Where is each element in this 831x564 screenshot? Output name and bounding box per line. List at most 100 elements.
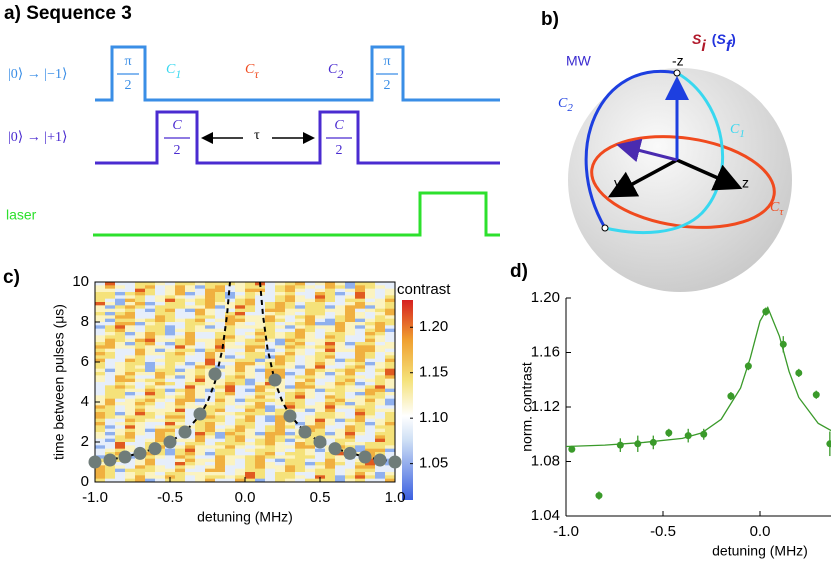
heatmap-cell xyxy=(135,425,146,429)
heatmap-cell xyxy=(185,375,196,379)
heatmap-cell xyxy=(215,298,226,303)
heatmap-cell xyxy=(225,422,236,426)
heatmap-cell xyxy=(175,452,186,456)
heatmap-cell xyxy=(295,415,306,419)
heatmap-cell xyxy=(165,468,176,473)
heatmap-cell xyxy=(275,462,286,466)
heatmap-cell xyxy=(135,322,146,326)
heatmap-cell xyxy=(345,435,356,439)
heatmap-cell xyxy=(335,372,346,376)
heatmap-cell xyxy=(325,398,336,403)
heatmap-cell xyxy=(175,395,186,399)
heatmap-cell xyxy=(275,478,286,483)
heatmap-cell xyxy=(115,388,126,393)
heatmap-cell xyxy=(355,478,366,483)
heatmap-cell xyxy=(355,292,366,296)
heatmap-cell xyxy=(285,305,296,309)
heatmap-cell xyxy=(255,332,266,336)
heatmap-cell xyxy=(145,348,156,353)
heatmap-cell xyxy=(285,475,296,479)
heatmap-cell xyxy=(115,358,126,363)
heatmap-cell xyxy=(195,372,206,376)
heatmap-cell xyxy=(205,412,216,416)
heatmap-cell xyxy=(235,438,246,443)
heatmap-cell xyxy=(145,428,156,433)
heatmap-cell xyxy=(235,445,246,449)
data-point xyxy=(665,429,673,437)
heatmap-cell xyxy=(155,438,166,443)
heatmap-cell xyxy=(235,408,246,413)
heatmap-cell xyxy=(295,318,306,323)
heatmap-cell xyxy=(205,335,216,339)
heatmap-cell xyxy=(265,465,276,469)
heatmap-cell xyxy=(325,422,336,426)
heatmap-cell xyxy=(385,432,396,436)
heatmap-cell xyxy=(365,355,376,359)
heatmap-cell xyxy=(335,365,346,369)
heatmap-cell xyxy=(275,458,286,463)
heatmap-cell xyxy=(195,388,206,393)
heatmap-cell xyxy=(385,468,396,473)
heatmap-cell xyxy=(295,435,306,439)
heatmap-cell xyxy=(135,345,146,349)
heatmap-cell xyxy=(135,405,146,409)
heatmap-cell xyxy=(245,382,256,386)
heatmap-cell xyxy=(265,372,276,376)
heatmap-cell xyxy=(275,455,286,459)
heatmap-cell xyxy=(285,355,296,359)
heatmap-cell xyxy=(165,365,176,369)
heatmap-cell xyxy=(295,388,306,393)
heatmap-cell xyxy=(285,388,296,393)
heatmap-cell xyxy=(315,425,326,429)
heatmap-cell xyxy=(305,345,316,349)
heatmap-cell xyxy=(145,382,156,386)
heatmap-cell xyxy=(125,402,136,406)
heatmap-cell xyxy=(375,372,386,376)
heatmap-cell xyxy=(365,368,376,373)
heatmap-cell xyxy=(245,455,256,459)
x-axis-label: detuning (MHz) xyxy=(197,509,293,525)
heatmap-cell xyxy=(385,378,396,383)
row-label: laser xyxy=(6,207,37,223)
heatmap-cell xyxy=(105,422,116,426)
heatmap-cell xyxy=(215,435,226,439)
heatmap-cell xyxy=(245,445,256,449)
heatmap-cell xyxy=(95,468,106,473)
heatmap-cell xyxy=(115,408,126,413)
heatmap-cell xyxy=(155,282,166,286)
heatmap-cell xyxy=(255,448,266,453)
heatmap-cell xyxy=(265,452,276,456)
heatmap-cell xyxy=(205,392,216,396)
heatmap-cell xyxy=(185,345,196,349)
heatmap-cell xyxy=(325,318,336,323)
heatmap-cell xyxy=(115,305,126,309)
heatmap-cell xyxy=(185,358,196,363)
heatmap-cell xyxy=(345,285,356,289)
heatmap-cell xyxy=(215,472,226,476)
heatmap-cell xyxy=(305,312,316,316)
heatmap-cell xyxy=(115,402,126,406)
heatmap-cell xyxy=(385,478,396,483)
heatmap-cell xyxy=(205,322,216,326)
heatmap-cell xyxy=(105,358,116,363)
heatmap-cell xyxy=(355,285,366,289)
pulse-line xyxy=(95,45,500,102)
heatmap-cell xyxy=(275,338,286,343)
heatmap-cell xyxy=(225,455,236,459)
heatmap-cell xyxy=(235,462,246,466)
heatmap-cell xyxy=(135,388,146,393)
heatmap-cell xyxy=(385,285,396,289)
heatmap-cell xyxy=(385,442,396,446)
heatmap-cell xyxy=(305,468,316,473)
data-point xyxy=(634,440,642,448)
heatmap-cell xyxy=(245,385,256,389)
heatmap-cell xyxy=(95,365,106,369)
heatmap-cell xyxy=(195,382,206,386)
heatmap-cell xyxy=(135,292,146,296)
heatmap-cell xyxy=(265,432,276,436)
heatmap-cell xyxy=(355,402,366,406)
heatmap-cell xyxy=(95,335,106,339)
heatmap-cell xyxy=(355,322,366,326)
heatmap-cell xyxy=(195,375,206,379)
